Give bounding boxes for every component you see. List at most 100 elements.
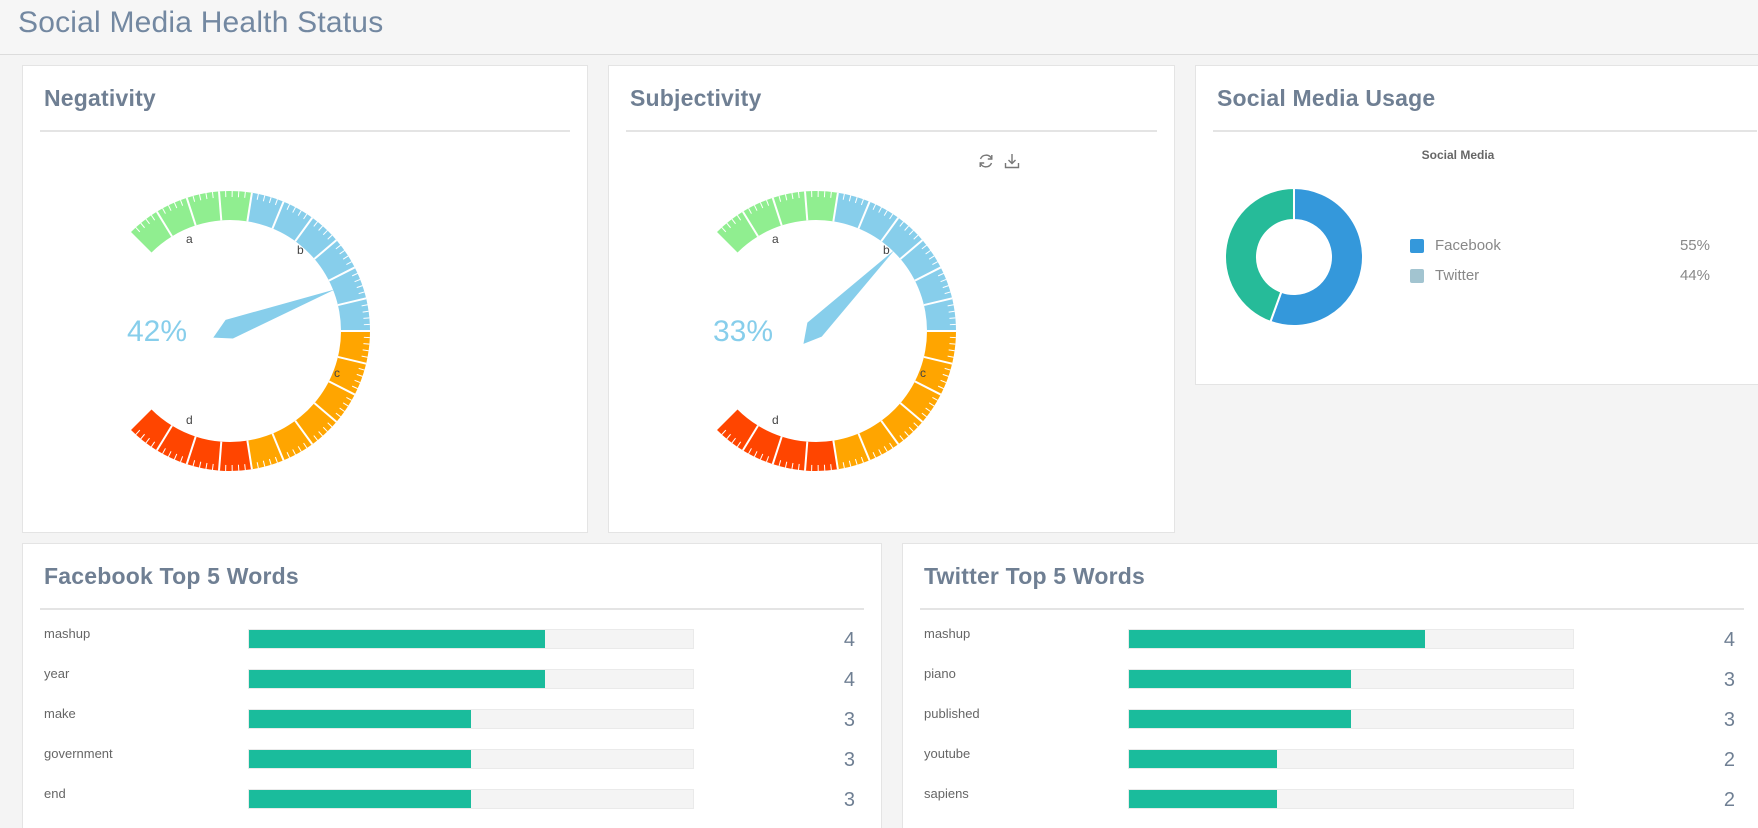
gauge-minor-tick: [872, 204, 877, 210]
gauge-minor-tick: [872, 452, 877, 458]
donut-slice-facebook[interactable]: [1269, 186, 1364, 327]
gauge-minor-tick: [944, 367, 951, 371]
gauge-minor-tick: [346, 261, 352, 266]
gauge-major-tick: [857, 201, 871, 229]
gauge-minor-tick: [830, 464, 832, 471]
gauge-minor-tick: [274, 456, 278, 463]
gauge-minor-tick: [145, 437, 150, 444]
legend-swatch-facebook: [1410, 239, 1424, 253]
gauge-minor-tick: [244, 191, 246, 198]
legend-percent: 55%: [1679, 237, 1710, 254]
gauge-major-tick: [741, 425, 759, 451]
gauge-major-tick: [271, 201, 285, 229]
gauge-minor-tick: [150, 214, 156, 221]
word-bar-fill: [1129, 630, 1425, 648]
word-bar-track: [248, 629, 694, 649]
gauge-minor-tick: [731, 218, 736, 225]
gauge-major-tick: [899, 402, 924, 423]
gauge-minor-tick: [791, 462, 794, 470]
gauge-band-label: b: [297, 243, 304, 257]
gauge-minor-tick: [354, 278, 361, 283]
word-bar-track: [248, 709, 694, 729]
gauge-major-tick: [313, 239, 338, 260]
gauge-value-label: 42%: [127, 315, 187, 348]
gauge-minor-tick: [268, 197, 272, 204]
gauge-minor-tick: [205, 192, 208, 200]
word-row: published 3: [903, 701, 1758, 741]
donut-slice-twitter[interactable]: [1224, 186, 1295, 324]
word-count: 3: [843, 709, 855, 731]
gauge-minor-tick: [921, 412, 927, 418]
word-bar-fill: [1129, 750, 1277, 768]
gauge-minor-tick: [948, 310, 955, 313]
word-row: piano 3: [903, 661, 1758, 701]
gauge-band-label: c: [334, 366, 340, 380]
social-media-usage-panel: Social Media Usage Social Media Facebook…: [1195, 65, 1758, 385]
gauge-minor-tick: [759, 453, 764, 460]
gauge-minor-tick: [361, 355, 368, 358]
gauge-minor-tick: [167, 451, 172, 457]
gauge-minor-tick: [860, 456, 864, 463]
word-label: make: [44, 706, 76, 721]
word-bar-fill: [249, 670, 545, 688]
gauge-major-tick: [804, 191, 809, 221]
gauge-minor-tick: [135, 429, 141, 435]
word-count: 3: [1723, 669, 1735, 691]
word-bar-fill: [249, 790, 471, 808]
word-label: sapiens: [924, 786, 969, 801]
gauge-minor-tick: [883, 210, 888, 216]
gauge-minor-tick: [327, 234, 333, 240]
gauge-minor-tick: [297, 446, 302, 452]
gauge-major-tick: [771, 436, 783, 465]
gauge-major-tick: [185, 436, 197, 465]
word-count: 4: [1723, 629, 1735, 651]
gauge-band-label: d: [186, 413, 193, 427]
gauge-minor-tick: [899, 221, 904, 227]
gauge-minor-tick: [784, 194, 788, 201]
gauge-band-2: [833, 331, 956, 470]
gauge-minor-tick: [736, 214, 742, 221]
gauge-minor-tick: [908, 230, 914, 236]
word-row: make 3: [23, 701, 881, 741]
gauge-minor-tick: [192, 460, 196, 467]
gauge-minor-tick: [342, 255, 349, 260]
gauge-minor-tick: [932, 261, 938, 266]
gauge-minor-tick: [342, 402, 349, 407]
word-bar-fill: [249, 630, 545, 648]
gauge-minor-tick: [797, 463, 800, 470]
gauge-minor-tick: [778, 195, 782, 202]
gauge-major-tick: [832, 440, 839, 470]
gauge-minor-tick: [778, 460, 782, 467]
gauge-band-2: [247, 331, 370, 470]
gauge-major-tick: [923, 297, 953, 307]
gauge-minor-tick: [286, 204, 291, 210]
gauge-major-tick: [218, 191, 223, 221]
word-label: government: [44, 746, 113, 761]
gauge-major-tick: [337, 297, 367, 307]
download-icon[interactable]: [1002, 151, 1022, 171]
gauge-minor-tick: [167, 205, 172, 211]
gauge-minor-tick: [904, 431, 909, 437]
negativity-panel: Negativity a b c d 42%: [22, 65, 588, 533]
gauge-minor-tick: [327, 422, 333, 428]
gauge-minor-tick: [211, 192, 214, 199]
legend-item-twitter[interactable]: Twitter 44%: [1410, 266, 1710, 286]
gauge-minor-tick: [256, 193, 259, 200]
word-bar-fill: [1129, 670, 1351, 688]
refresh-icon[interactable]: [976, 151, 996, 171]
word-bar-track: [1128, 669, 1574, 689]
word-count: 4: [843, 629, 855, 651]
legend-item-facebook[interactable]: Facebook 55%: [1410, 236, 1710, 256]
word-count: 2: [1723, 789, 1735, 811]
gauge-minor-tick: [854, 458, 858, 465]
gauge-band-0: [717, 191, 838, 253]
gauge-minor-tick: [262, 195, 266, 202]
gauge-minor-tick: [346, 396, 352, 401]
negativity-gauge: a b c d 42%: [127, 191, 370, 471]
gauge-minor-tick: [925, 407, 931, 412]
gauge-minor-tick: [942, 285, 949, 289]
subjectivity-panel-title: Subjectivity: [630, 85, 762, 111]
word-row: government 3: [23, 741, 881, 781]
legend-percent: 44%: [1679, 267, 1710, 284]
word-count: 3: [843, 749, 855, 771]
